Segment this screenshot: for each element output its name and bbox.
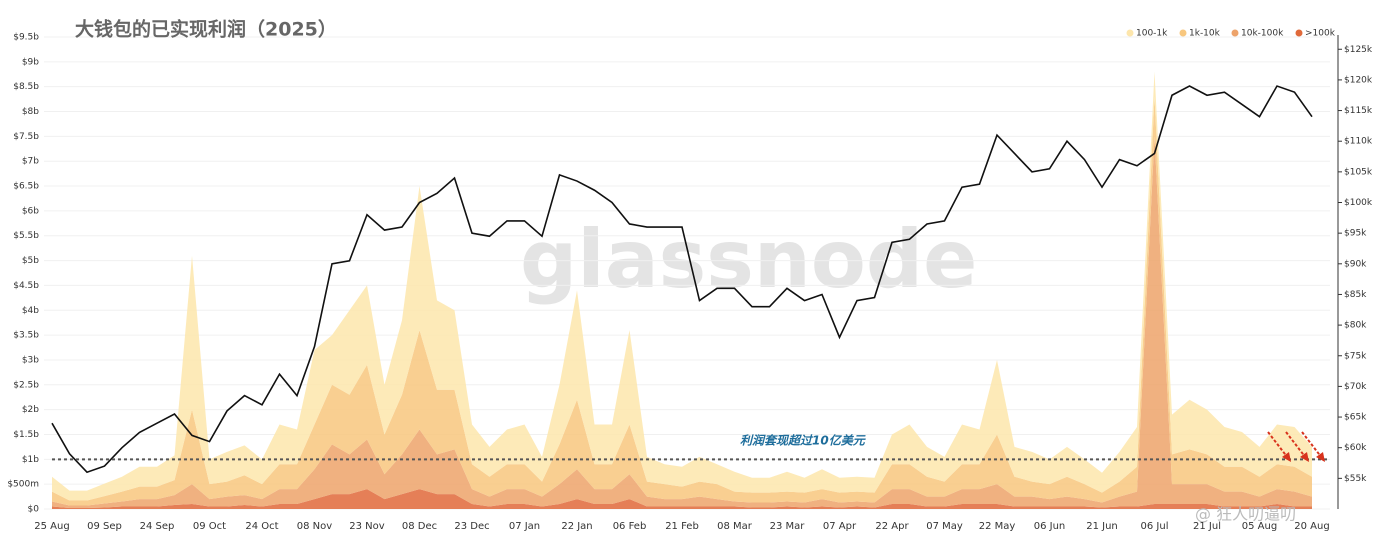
area xyxy=(52,71,1312,501)
areas xyxy=(52,71,1312,509)
x-tick-label: 06 Jun xyxy=(1034,521,1066,532)
y2-tick-label: $125k xyxy=(1344,45,1373,55)
y2-tick-label: $110k xyxy=(1344,137,1373,147)
legend-swatch xyxy=(1295,29,1303,37)
y-tick-label: $8b xyxy=(22,107,39,117)
area xyxy=(52,96,1312,506)
price-line xyxy=(51,85,1313,474)
arrows xyxy=(1267,431,1323,459)
x-tick-label: 22 Jan xyxy=(561,521,592,532)
y2-tick-label: $95k xyxy=(1344,229,1367,239)
y-tick-label: $7b xyxy=(22,157,39,167)
x-tick-label: 22 May xyxy=(979,521,1016,532)
chart-title: 大钱包的已实现利润（2025） xyxy=(75,18,337,41)
y2-tick-label: $70k xyxy=(1344,382,1367,392)
y-tick-label: $3.5b xyxy=(13,331,39,341)
x-tick-label: 05 Aug xyxy=(1242,521,1277,532)
y-tick-label: $7.5b xyxy=(13,132,39,142)
y-tick-label: $4b xyxy=(22,306,39,316)
y-tick-label: $1.5b xyxy=(13,430,39,440)
y2-tick-label: $75k xyxy=(1344,351,1367,361)
x-tick-label: 25 Aug xyxy=(34,521,69,532)
x-tick-label: 07 Apr xyxy=(823,521,857,532)
x-tick-label: 08 Mar xyxy=(717,521,753,532)
y-tick-label: $8.5b xyxy=(13,82,39,92)
y-tick-label: $9.5b xyxy=(13,33,39,43)
y2-tick-label: $85k xyxy=(1344,290,1367,300)
y-tick-label: $6.5b xyxy=(13,182,39,192)
x-tick-label: 07 Jan xyxy=(509,521,540,532)
x-tick-label: 09 Sep xyxy=(87,521,122,532)
y-tick-label: $1b xyxy=(22,455,39,465)
legend-label: 1k-10k xyxy=(1189,29,1221,39)
x-tick-label: 06 Jul xyxy=(1141,521,1169,532)
legend-swatch xyxy=(1126,29,1134,37)
y-tick-label: $6b xyxy=(22,206,39,216)
y2-tick-label: $100k xyxy=(1344,198,1373,208)
grid xyxy=(44,36,1330,510)
y-tick-label: $500m xyxy=(7,480,39,490)
y2-tick-label: $90k xyxy=(1344,259,1367,269)
x-tick-label: 21 Jun xyxy=(1086,521,1118,532)
x-tick-label: 23 Nov xyxy=(349,521,385,532)
legend-label: 10k-100k xyxy=(1241,29,1284,39)
y2-tick-label: $120k xyxy=(1344,75,1373,85)
arrow-heads xyxy=(1282,452,1325,462)
legend-swatch xyxy=(1179,29,1187,37)
y2-tick-label: $60k xyxy=(1344,443,1367,453)
x-tick-label: 22 Apr xyxy=(875,521,909,532)
x-tick-label: 21 Jul xyxy=(1193,521,1221,532)
y2-tick-label: $115k xyxy=(1344,106,1373,116)
x-tick-label: 24 Sep xyxy=(140,521,175,532)
credit: @ 狂人叨逼叨 xyxy=(1195,505,1296,524)
legend-swatch xyxy=(1231,29,1239,37)
y-tick-label: $2b xyxy=(22,405,39,415)
y-tick-label: $0 xyxy=(28,505,40,515)
x-tick-label: 23 Mar xyxy=(770,521,806,532)
y2-tick-label: $55k xyxy=(1344,474,1367,484)
y2-tick-label: $105k xyxy=(1344,167,1373,177)
y-tick-label: $5b xyxy=(22,256,39,266)
legend-label: 100-1k xyxy=(1136,29,1168,39)
y-tick-label: $5.5b xyxy=(13,231,39,241)
foreground xyxy=(51,85,1330,474)
x-tick-label: 09 Oct xyxy=(193,521,226,532)
y2-tick-label: $80k xyxy=(1344,321,1367,331)
x-tick-label: 24 Oct xyxy=(245,521,278,532)
y-tick-label: $9b xyxy=(22,57,39,67)
y-tick-label: $2.5b xyxy=(13,380,39,390)
x-tick-label: 23 Dec xyxy=(454,521,489,532)
x-tick-label: 08 Dec xyxy=(402,521,437,532)
x-tick-label: 07 May xyxy=(926,521,963,532)
y-tick-label: $3b xyxy=(22,355,39,365)
annotation: 利润套现超过10亿美元 xyxy=(740,434,867,448)
x-tick-label: 21 Feb xyxy=(665,521,699,532)
y-tick-label: $4.5b xyxy=(13,281,39,291)
legend-label: >100k xyxy=(1305,29,1336,39)
x-tick-label: 08 Nov xyxy=(297,521,333,532)
watermark: glassnode xyxy=(520,213,977,306)
y2-tick-label: $65k xyxy=(1344,413,1367,423)
x-tick-label: 20 Aug xyxy=(1294,521,1329,532)
x-tick-label: 06 Feb xyxy=(613,521,647,532)
